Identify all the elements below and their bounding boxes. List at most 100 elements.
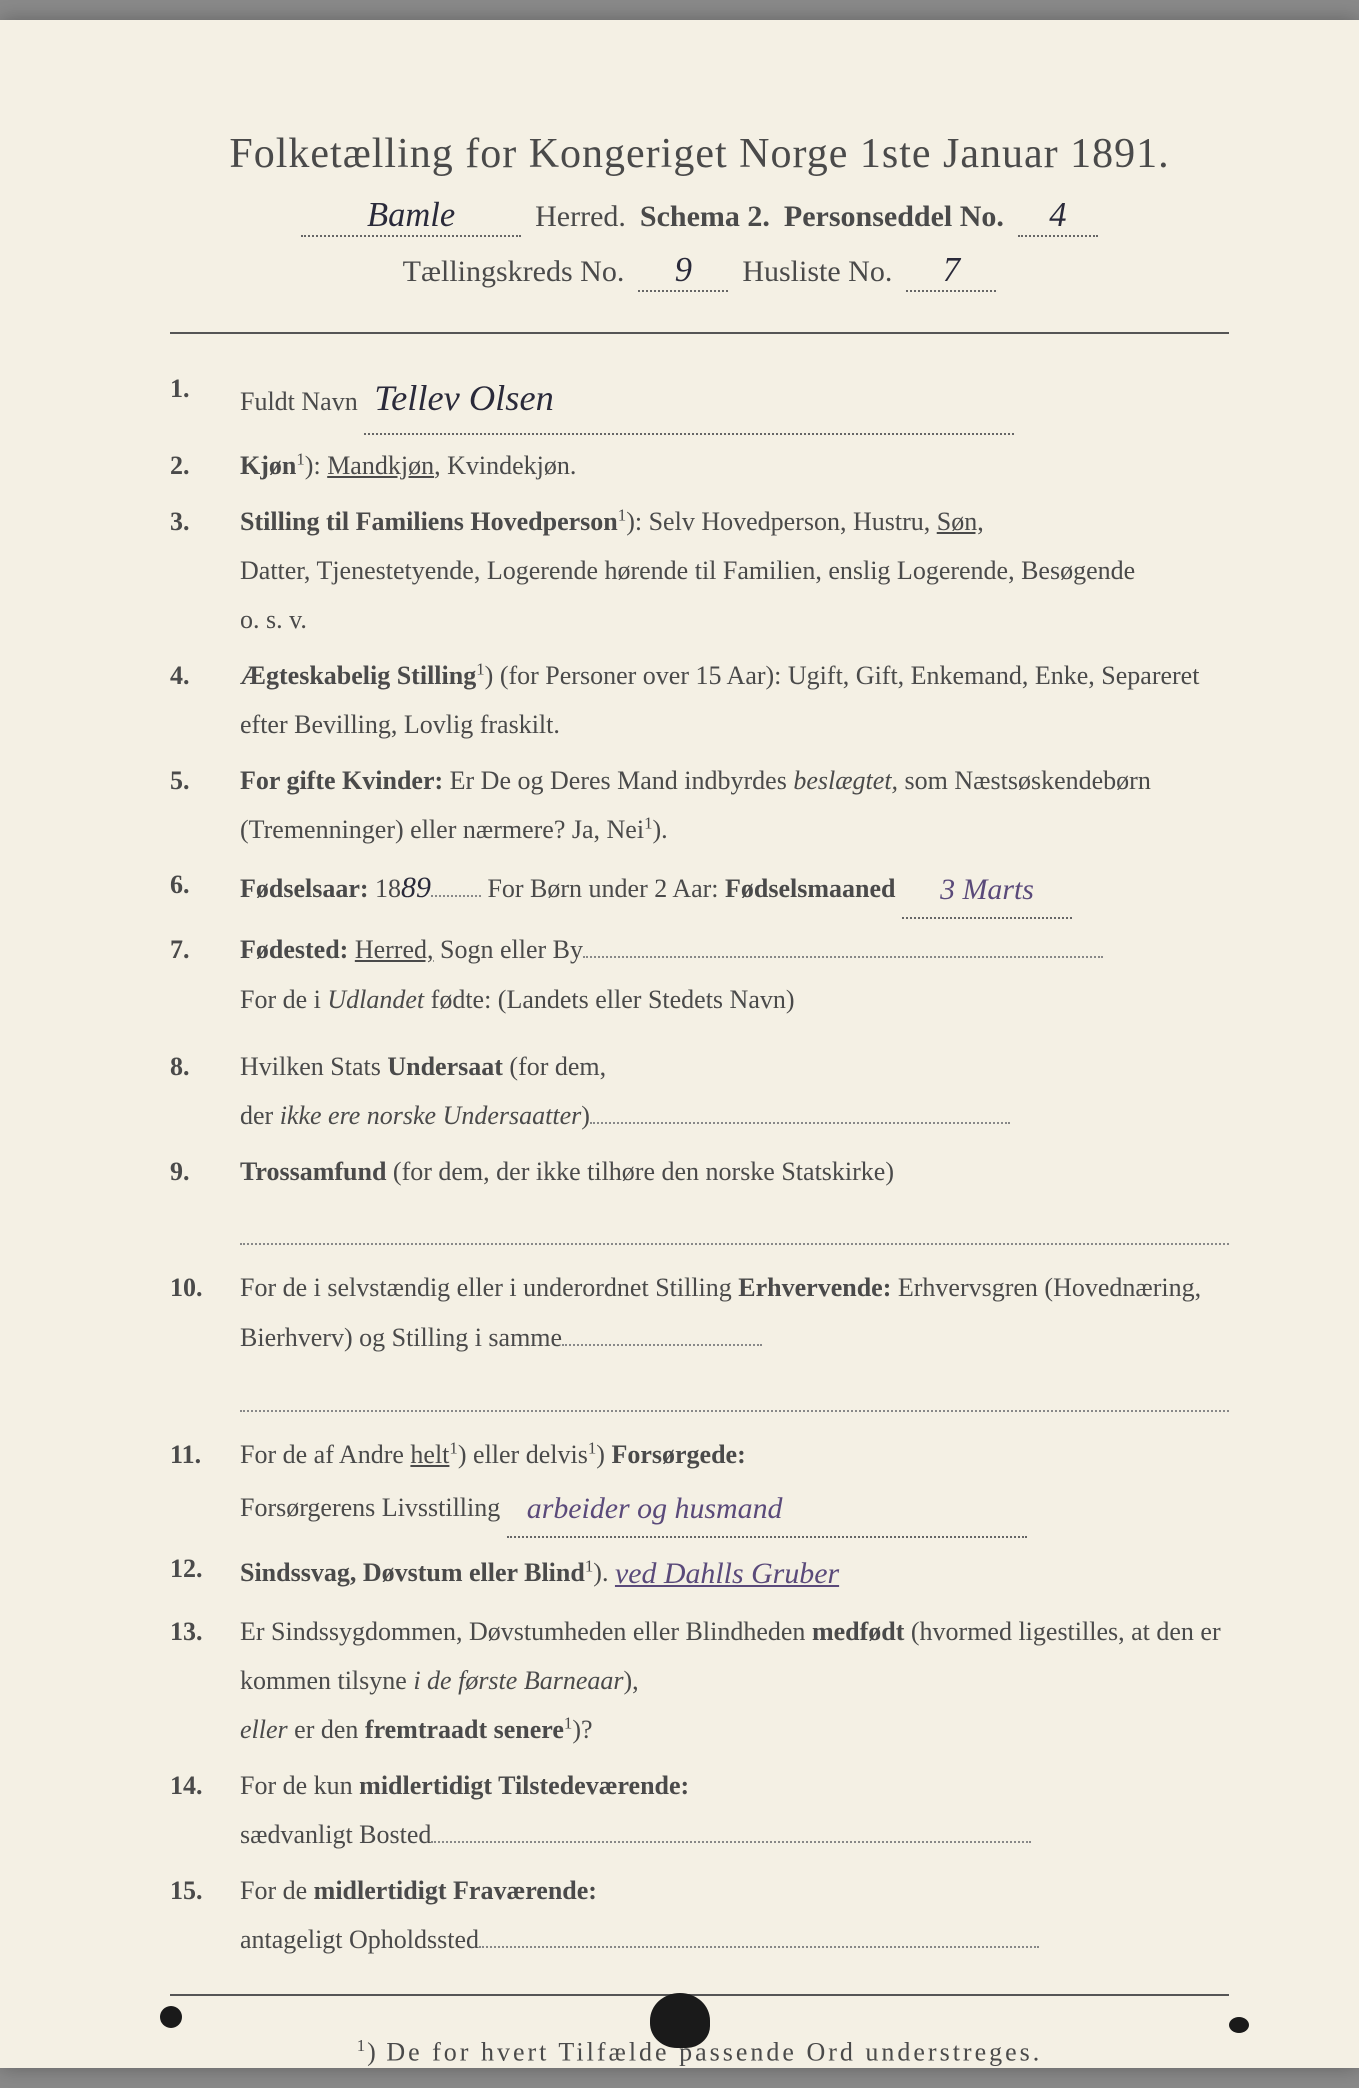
q13-italic: i de første Barneaar (413, 1666, 623, 1695)
ink-blot-icon (650, 1993, 710, 2048)
husliste-value: 7 (943, 251, 960, 289)
item-8: 8. Hvilken Stats Undersaat (for dem, der… (170, 1042, 1229, 1141)
kreds-field: 9 (638, 251, 728, 292)
q15-text2: antageligt Opholdssted (240, 1925, 479, 1954)
q6-label-month: Fødselsmaaned (725, 874, 895, 903)
q11-sup2: 1 (588, 1438, 596, 1457)
q1-value: Tellev Olsen (374, 378, 554, 418)
item-10: 10. For de i selvstændig eller i underor… (170, 1263, 1229, 1411)
q10-bold: Erhvervende: (738, 1273, 891, 1302)
footnote-text: De for hvert Tilfælde passende Ord under… (386, 2038, 1042, 2067)
q3-text2: Datter, Tjenestetyende, Logerende hørend… (240, 556, 1135, 585)
form-title: Folketælling for Kongeriget Norge 1ste J… (170, 130, 1229, 178)
q4-sup: 1 (476, 659, 484, 678)
num-6: 6. (170, 860, 240, 919)
q11-sup1: 1 (449, 1438, 457, 1457)
q5-italic: beslægtet, (793, 766, 898, 795)
q6-label-year: Fødselsaar: (240, 874, 369, 903)
schema-label: Schema 2. (640, 200, 770, 234)
q7-italic: Udlandet (327, 985, 424, 1014)
husliste-label: Husliste No. (742, 255, 892, 289)
q11-bold: Forsørgede: (611, 1440, 745, 1469)
q8-text: (for dem, (509, 1052, 606, 1081)
item-1: 1. Fuldt Navn Tellev Olsen (170, 364, 1229, 435)
q11-field: arbeider og husmand (507, 1479, 1027, 1538)
q3-sup: 1 (618, 505, 626, 524)
item-3: 3. Stilling til Familiens Hovedperson1):… (170, 497, 1229, 645)
q13-bold2: fremtraadt senere (365, 1715, 564, 1744)
kreds-value: 9 (675, 251, 692, 289)
num-7: 7. (170, 925, 240, 1024)
hole-right-icon (1229, 2017, 1249, 2033)
q1-field: Tellev Olsen (364, 364, 1014, 435)
husliste-field: 7 (906, 251, 996, 292)
divider-bottom (170, 1994, 1229, 1996)
item-9: 9. Trossamfund (for dem, der ikke tilhør… (170, 1147, 1229, 1246)
num-4: 4. (170, 651, 240, 750)
q2-opt2: Kvindekjøn. (447, 451, 576, 480)
num-9: 9. (170, 1147, 240, 1246)
q4-label: Ægteskabelig Stilling (240, 661, 476, 690)
herred-label: Herred. (535, 200, 626, 234)
q10-text1: For de i selvstændig eller i underordnet… (240, 1273, 732, 1302)
q7-label: Fødested: (240, 935, 348, 964)
q14-text1: For de kun (240, 1771, 353, 1800)
personseddel-field: 4 (1018, 196, 1098, 237)
divider-top (170, 332, 1229, 334)
form-header: Folketælling for Kongeriget Norge 1ste J… (170, 130, 1229, 292)
q11-value: arbeider og husmand (527, 1492, 783, 1525)
q11-u1: helt (410, 1440, 449, 1469)
num-15: 15. (170, 1866, 240, 1965)
num-12: 12. (170, 1544, 240, 1601)
q13-italic2: eller (240, 1715, 288, 1744)
num-2: 2. (170, 441, 240, 490)
form-body: 1. Fuldt Navn Tellev Olsen 2. Kjøn1): Ma… (170, 364, 1229, 1964)
q10-line (240, 1380, 1229, 1411)
q3-label: Stilling til Familiens Hovedperson (240, 507, 618, 536)
q3-text3: o. s. v. (240, 605, 307, 634)
num-1: 1. (170, 364, 240, 435)
num-10: 10. (170, 1263, 240, 1411)
num-11: 11. (170, 1430, 240, 1538)
q12-label: Sindssvag, Døvstum eller Blind (240, 1558, 585, 1587)
q6-text: For Børn under 2 Aar: (487, 874, 718, 903)
item-15: 15. For de midlertidigt Fraværende: anta… (170, 1866, 1229, 1965)
header-row-2: Tællingskreds No. 9 Husliste No. 7 (170, 251, 1229, 292)
q13-bold1: medfødt (812, 1617, 904, 1646)
census-form-page: Folketælling for Kongeriget Norge 1ste J… (0, 20, 1359, 2068)
item-11: 11. For de af Andre helt1) eller delvis1… (170, 1430, 1229, 1538)
num-5: 5. (170, 756, 240, 855)
q15-text1: For de (240, 1876, 307, 1905)
q9-line (240, 1214, 1229, 1245)
item-14: 14. For de kun midlertidigt Tilstedevære… (170, 1761, 1229, 1860)
kreds-label: Tællingskreds No. (403, 255, 625, 289)
q7-herred: Herred, (355, 935, 434, 964)
personseddel-value: 4 (1049, 196, 1066, 234)
q13-text4: er den (294, 1715, 358, 1744)
q5-sup: 1 (644, 813, 652, 832)
q5-label: For gifte Kvinder: (240, 766, 443, 795)
q8-prefix: Hvilken Stats (240, 1052, 387, 1081)
q14-text2: sædvanligt Bosted (240, 1820, 431, 1849)
herred-value: Bamle (367, 196, 455, 234)
q6-year-value: 89 (401, 871, 431, 904)
q5-text: Er De og Deres Mand indbyrdes (450, 766, 787, 795)
num-13: 13. (170, 1607, 240, 1755)
q6-month-value: 3 Marts (940, 873, 1034, 906)
q7-text: Sogn eller By (440, 935, 583, 964)
item-13: 13. Er Sindssygdommen, Døvstumheden elle… (170, 1607, 1229, 1755)
q11-text1: For de af Andre (240, 1440, 404, 1469)
item-7: 7. Fødested: Herred, Sogn eller By For d… (170, 925, 1229, 1024)
q9-text: (for dem, der ikke tilhøre den norske St… (393, 1157, 894, 1186)
personseddel-label: Personseddel No. (784, 200, 1004, 234)
num-3: 3. (170, 497, 240, 645)
q1-label: Fuldt Navn (240, 387, 358, 416)
q14-bold: midlertidigt Tilstedeværende: (359, 1771, 689, 1800)
q12-sup: 1 (585, 1556, 593, 1575)
item-12: 12. Sindssvag, Døvstum eller Blind1). ve… (170, 1544, 1229, 1601)
num-14: 14. (170, 1761, 240, 1860)
header-row-1: Bamle Herred. Schema 2. Personseddel No.… (170, 196, 1229, 237)
q15-bold: midlertidigt Fraværende: (314, 1876, 597, 1905)
q3-text1: Selv Hovedperson, Hustru, (649, 507, 931, 536)
hole-left-icon (160, 2006, 182, 2028)
